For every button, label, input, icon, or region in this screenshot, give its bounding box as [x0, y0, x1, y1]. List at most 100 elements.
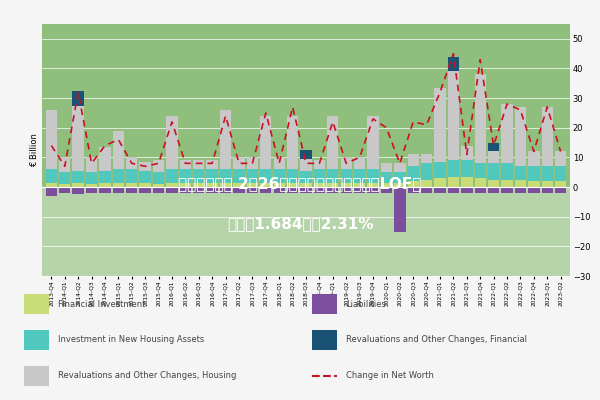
- Bar: [233, 169, 245, 183]
- Bar: [528, 187, 539, 193]
- Text: 国内股票配资 2月26日基金净値：东方红睢满LOF最: 国内股票配资 2月26日基金净値：东方红睢满LOF最: [178, 176, 422, 192]
- Bar: [394, 183, 406, 187]
- Bar: [99, 183, 110, 187]
- Bar: [475, 187, 486, 193]
- Bar: [46, 187, 57, 196]
- Bar: [99, 187, 110, 193]
- Bar: [153, 184, 164, 187]
- Bar: [421, 163, 433, 180]
- Bar: [354, 169, 365, 183]
- Bar: [448, 160, 459, 177]
- Bar: [515, 107, 526, 166]
- Bar: [179, 183, 191, 187]
- Bar: [23, 366, 49, 386]
- Bar: [301, 183, 311, 187]
- Bar: [73, 171, 84, 183]
- Bar: [341, 158, 352, 169]
- Bar: [153, 187, 164, 193]
- Bar: [488, 163, 499, 180]
- Bar: [488, 142, 499, 152]
- Bar: [448, 187, 459, 193]
- Bar: [220, 110, 231, 169]
- Bar: [448, 72, 459, 160]
- Bar: [502, 104, 513, 163]
- Bar: [542, 181, 553, 187]
- Text: 新净値1.684，涨2.31%: 新净値1.684，涨2.31%: [227, 216, 373, 232]
- Bar: [421, 187, 433, 193]
- Text: Investment in New Housing Assets: Investment in New Housing Assets: [58, 336, 205, 344]
- Bar: [448, 177, 459, 187]
- Bar: [126, 187, 137, 193]
- Bar: [247, 158, 258, 169]
- Bar: [555, 166, 566, 181]
- Bar: [233, 158, 245, 169]
- Bar: [311, 330, 337, 350]
- Bar: [153, 160, 164, 172]
- Bar: [179, 160, 191, 169]
- Bar: [42, 187, 570, 276]
- Text: Revaluations and Other Changes, Housing: Revaluations and Other Changes, Housing: [58, 371, 236, 380]
- Bar: [139, 171, 151, 183]
- Bar: [528, 166, 539, 181]
- Bar: [73, 183, 84, 187]
- Bar: [139, 187, 151, 193]
- Bar: [301, 187, 311, 193]
- Bar: [502, 163, 513, 180]
- Bar: [23, 294, 49, 314]
- Bar: [394, 163, 406, 172]
- Bar: [206, 169, 218, 183]
- Bar: [206, 183, 218, 187]
- Bar: [274, 169, 285, 183]
- Bar: [86, 158, 97, 172]
- Bar: [274, 183, 285, 187]
- Bar: [407, 181, 419, 187]
- Bar: [407, 154, 419, 166]
- Bar: [86, 172, 97, 184]
- Text: Change in Net Worth: Change in Net Worth: [346, 371, 434, 380]
- Bar: [179, 169, 191, 183]
- Bar: [126, 183, 137, 187]
- Bar: [274, 158, 285, 169]
- Bar: [327, 116, 338, 169]
- Bar: [301, 150, 311, 159]
- Bar: [126, 158, 137, 169]
- Bar: [113, 187, 124, 193]
- Bar: [73, 91, 84, 106]
- Bar: [193, 187, 205, 193]
- Bar: [166, 116, 178, 169]
- Text: Liabilities: Liabilities: [346, 300, 386, 309]
- Bar: [475, 74, 486, 163]
- Text: Financial Investment: Financial Investment: [58, 300, 145, 309]
- Bar: [314, 169, 325, 183]
- Bar: [139, 162, 151, 171]
- Bar: [46, 169, 57, 183]
- Bar: [153, 172, 164, 184]
- Bar: [461, 187, 473, 193]
- Bar: [381, 172, 392, 183]
- Bar: [166, 183, 178, 187]
- Bar: [113, 183, 124, 187]
- Bar: [287, 187, 298, 193]
- Bar: [327, 183, 338, 187]
- Bar: [542, 166, 553, 181]
- Bar: [86, 187, 97, 193]
- Bar: [434, 88, 446, 162]
- Bar: [301, 159, 311, 171]
- Bar: [528, 181, 539, 187]
- Bar: [287, 183, 298, 187]
- Bar: [113, 169, 124, 183]
- Bar: [166, 187, 178, 193]
- Bar: [314, 187, 325, 193]
- Bar: [193, 183, 205, 187]
- Bar: [394, 187, 406, 232]
- Bar: [341, 169, 352, 183]
- Bar: [475, 163, 486, 178]
- Bar: [555, 187, 566, 193]
- Bar: [86, 184, 97, 187]
- Bar: [206, 160, 218, 169]
- Bar: [327, 169, 338, 183]
- Bar: [341, 183, 352, 187]
- Bar: [247, 183, 258, 187]
- Bar: [260, 116, 271, 169]
- Bar: [247, 187, 258, 193]
